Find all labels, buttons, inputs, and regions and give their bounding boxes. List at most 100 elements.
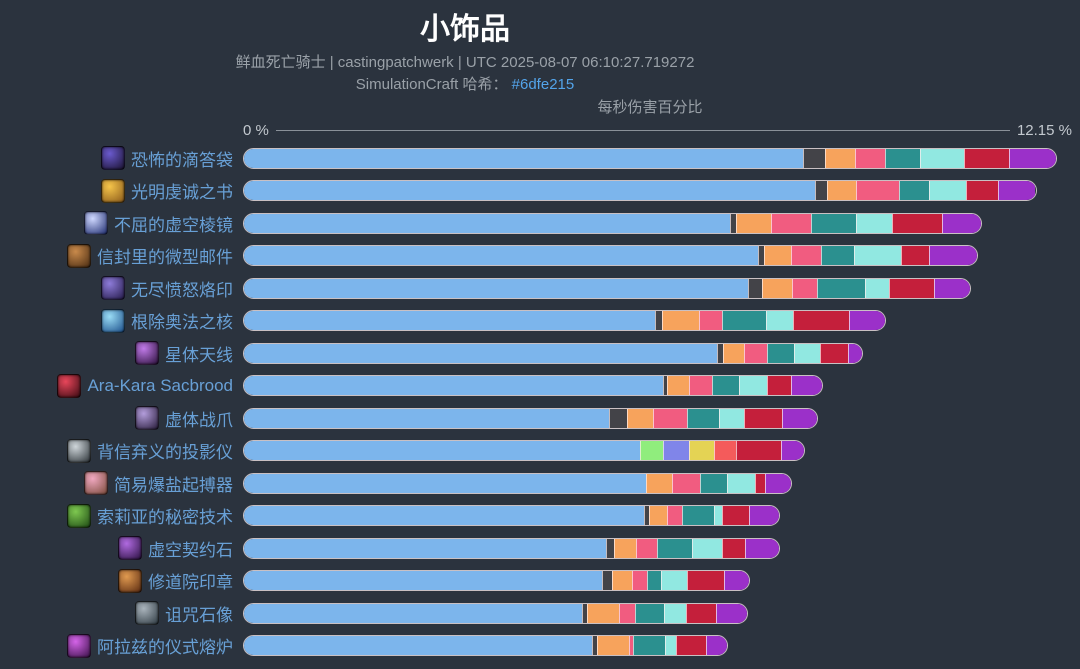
- bar-segment-purple[interactable]: [765, 473, 791, 493]
- bar-segment-blue[interactable]: [244, 538, 607, 558]
- bar-segment-cyan[interactable]: [855, 213, 893, 233]
- bar-segment-blue[interactable]: [244, 376, 664, 396]
- bar-segment-teal[interactable]: [884, 148, 920, 168]
- bar-segment-grey[interactable]: [729, 213, 737, 233]
- bar-segment-pink[interactable]: [628, 636, 633, 656]
- dps-bar[interactable]: [243, 147, 1057, 169]
- bar-segment-purple[interactable]: [942, 213, 981, 233]
- bar-segment-red[interactable]: [792, 311, 850, 331]
- bar-segment-cyan[interactable]: [663, 603, 687, 623]
- bar-segment-grey[interactable]: [608, 408, 627, 428]
- bar-segment-red[interactable]: [721, 506, 749, 526]
- bar-segment-orange[interactable]: [662, 311, 699, 331]
- bar-segment-orange[interactable]: [667, 376, 690, 396]
- bar-segment-orange[interactable]: [761, 278, 793, 298]
- bar-segment-green[interactable]: [639, 441, 663, 461]
- bar-segment-cyan[interactable]: [738, 376, 767, 396]
- bar-segment-pink[interactable]: [698, 311, 722, 331]
- bar-segment-blue[interactable]: [244, 148, 803, 168]
- bar-segment-orange[interactable]: [736, 213, 772, 233]
- bar-segment-red[interactable]: [766, 376, 791, 396]
- bar-segment-cyan[interactable]: [726, 473, 755, 493]
- bar-segment-teal[interactable]: [657, 538, 692, 558]
- bar-segment-orange[interactable]: [649, 506, 668, 526]
- bar-segment-red[interactable]: [892, 213, 943, 233]
- bar-segment-red[interactable]: [744, 408, 783, 428]
- bar-segment-orange[interactable]: [645, 473, 672, 493]
- bar-segment-cyan[interactable]: [664, 636, 676, 656]
- bar-segment-red[interactable]: [964, 148, 1010, 168]
- bar-segment-grey[interactable]: [606, 538, 615, 558]
- bar-segment-red[interactable]: [675, 636, 707, 656]
- bar-segment-cyan[interactable]: [919, 148, 965, 168]
- bar-segment-blue[interactable]: [244, 343, 717, 363]
- bar-segment-blue[interactable]: [244, 408, 609, 428]
- bar-segment-periwinkle[interactable]: [662, 441, 690, 461]
- dps-bar[interactable]: [243, 505, 781, 527]
- bar-segment-yellow[interactable]: [689, 441, 714, 461]
- bar-segment-pink[interactable]: [854, 148, 885, 168]
- bar-segment-blue[interactable]: [244, 441, 640, 461]
- bar-segment-blue[interactable]: [244, 571, 602, 591]
- bar-segment-cyan[interactable]: [713, 506, 722, 526]
- dps-bar[interactable]: [243, 537, 781, 559]
- bar-segment-salmon[interactable]: [713, 441, 736, 461]
- bar-segment-cyan[interactable]: [793, 343, 821, 363]
- bar-segment-pink[interactable]: [792, 278, 818, 298]
- bar-segment-grey[interactable]: [644, 506, 650, 526]
- bar-segment-red[interactable]: [900, 246, 929, 266]
- bar-segment-blue[interactable]: [244, 506, 645, 526]
- bar-segment-red[interactable]: [889, 278, 935, 298]
- dps-bar[interactable]: [243, 570, 751, 592]
- bar-segment-blue[interactable]: [244, 213, 730, 233]
- bar-segment-purple[interactable]: [928, 246, 977, 266]
- bar-segment-pink[interactable]: [671, 473, 700, 493]
- bar-segment-grey[interactable]: [582, 603, 587, 623]
- bar-segment-purple[interactable]: [744, 538, 780, 558]
- bar-segment-cyan[interactable]: [719, 408, 744, 428]
- bar-segment-pink[interactable]: [667, 506, 682, 526]
- dps-bar[interactable]: [243, 277, 972, 299]
- bar-segment-blue[interactable]: [244, 278, 748, 298]
- bar-segment-blue[interactable]: [244, 246, 758, 266]
- bar-segment-grey[interactable]: [601, 571, 612, 591]
- bar-segment-pink[interactable]: [689, 376, 712, 396]
- bar-segment-pink[interactable]: [636, 538, 658, 558]
- bar-segment-cyan[interactable]: [661, 571, 688, 591]
- dps-bar[interactable]: [243, 212, 982, 234]
- bar-segment-pink[interactable]: [653, 408, 688, 428]
- bar-segment-cyan[interactable]: [766, 311, 793, 331]
- bar-segment-blue[interactable]: [244, 603, 583, 623]
- bar-segment-purple[interactable]: [998, 181, 1036, 201]
- bar-segment-pink[interactable]: [744, 343, 767, 363]
- bar-segment-red[interactable]: [735, 441, 781, 461]
- bar-segment-pink[interactable]: [856, 181, 899, 201]
- bar-segment-grey[interactable]: [814, 181, 828, 201]
- bar-segment-red[interactable]: [687, 571, 724, 591]
- dps-bar[interactable]: [243, 602, 749, 624]
- bar-segment-grey[interactable]: [716, 343, 724, 363]
- bar-segment-purple[interactable]: [782, 408, 817, 428]
- bar-segment-blue[interactable]: [244, 311, 656, 331]
- bar-segment-teal[interactable]: [817, 278, 866, 298]
- bar-segment-orange[interactable]: [764, 246, 792, 266]
- bar-segment-teal[interactable]: [699, 473, 727, 493]
- bar-segment-purple[interactable]: [723, 571, 750, 591]
- bar-segment-cyan[interactable]: [691, 538, 722, 558]
- bar-segment-orange[interactable]: [596, 636, 629, 656]
- bar-segment-teal[interactable]: [821, 246, 854, 266]
- dps-bar[interactable]: [243, 342, 863, 364]
- bar-segment-purple[interactable]: [748, 506, 780, 526]
- bar-segment-purple[interactable]: [1009, 148, 1056, 168]
- bar-segment-purple[interactable]: [790, 376, 823, 396]
- bar-segment-grey[interactable]: [757, 246, 765, 266]
- bar-segment-red[interactable]: [965, 181, 999, 201]
- bar-segment-cyan[interactable]: [928, 181, 966, 201]
- bar-segment-purple[interactable]: [848, 343, 862, 363]
- bar-segment-grey[interactable]: [663, 376, 668, 396]
- bar-segment-grey[interactable]: [592, 636, 597, 656]
- bar-segment-teal[interactable]: [721, 311, 767, 331]
- bar-segment-grey[interactable]: [802, 148, 825, 168]
- bar-segment-cyan[interactable]: [853, 246, 901, 266]
- bar-segment-red[interactable]: [820, 343, 849, 363]
